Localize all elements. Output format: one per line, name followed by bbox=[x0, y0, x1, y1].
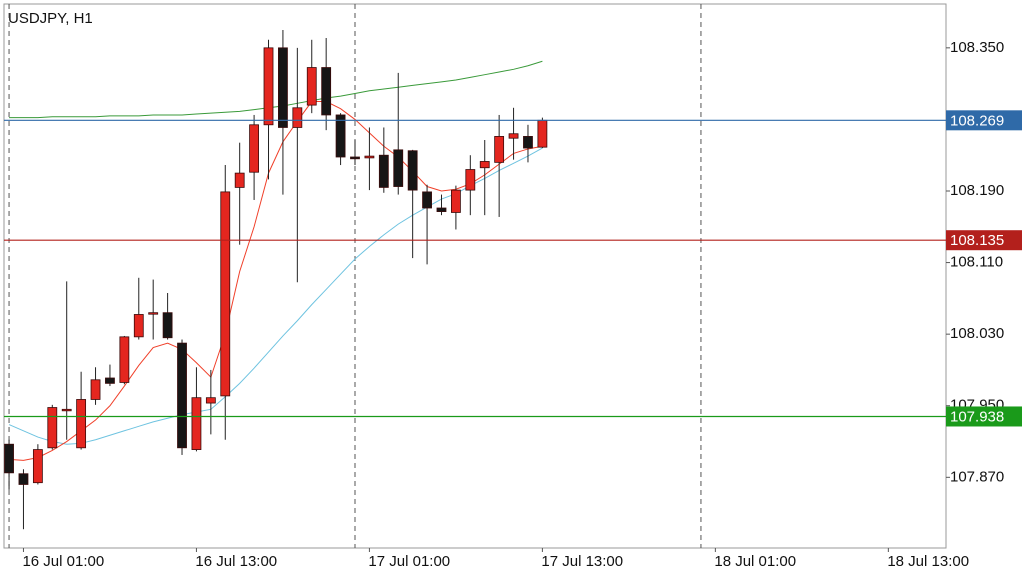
candle-body bbox=[465, 169, 476, 191]
x-tick-label: 17 Jul 13:00 bbox=[541, 553, 623, 570]
y-tick-label: 108.350 bbox=[950, 39, 1004, 56]
y-tick-label: 107.870 bbox=[950, 468, 1004, 485]
price-level-tag bbox=[946, 406, 1022, 427]
candle-body bbox=[523, 136, 533, 149]
candle-body bbox=[537, 119, 548, 148]
candle-body bbox=[191, 397, 202, 450]
candle-body bbox=[335, 114, 346, 158]
y-tick-label: 108.190 bbox=[950, 182, 1004, 199]
candle-body bbox=[234, 172, 245, 188]
candle-body bbox=[479, 161, 490, 169]
candle-body bbox=[436, 207, 447, 212]
candle-body bbox=[278, 47, 288, 128]
candle-body bbox=[205, 397, 216, 404]
price-level-label: 108.269 bbox=[950, 112, 1004, 129]
candle-body bbox=[508, 133, 519, 139]
x-tick-label: 18 Jul 13:00 bbox=[887, 553, 969, 570]
candle-body bbox=[32, 449, 43, 484]
x-tick-label: 17 Jul 01:00 bbox=[368, 553, 450, 570]
candle-body bbox=[47, 407, 58, 449]
candle-body bbox=[494, 136, 505, 163]
price-level-tag bbox=[946, 230, 1022, 251]
x-tick-label: 16 Jul 01:00 bbox=[22, 553, 104, 570]
candle-body bbox=[321, 67, 332, 116]
x-tick-label: 18 Jul 01:00 bbox=[714, 553, 796, 570]
chart-title: USDJPY, H1 bbox=[8, 10, 93, 27]
price-level-tag bbox=[946, 110, 1022, 131]
candle-body bbox=[364, 155, 375, 159]
candle-body bbox=[133, 314, 144, 338]
candle-body bbox=[422, 191, 432, 209]
y-tick-label: 108.030 bbox=[950, 325, 1004, 342]
candle-body bbox=[407, 150, 418, 191]
candle-body bbox=[378, 154, 389, 188]
price-level-label: 108.135 bbox=[950, 232, 1004, 249]
candle-body bbox=[162, 312, 173, 339]
candle-body bbox=[220, 191, 231, 397]
candle-body bbox=[249, 124, 259, 173]
candle-body bbox=[350, 156, 360, 160]
candle-body bbox=[105, 377, 115, 384]
candle-body bbox=[90, 379, 101, 400]
candle-body bbox=[393, 149, 404, 187]
candle-body bbox=[76, 399, 87, 449]
price-level-label: 107.938 bbox=[950, 408, 1004, 425]
candle-body bbox=[61, 408, 72, 412]
plot-frame bbox=[3, 3, 947, 549]
candle-body bbox=[119, 336, 130, 383]
candle-body bbox=[451, 189, 461, 213]
candle-body bbox=[177, 342, 187, 449]
candle-body bbox=[263, 47, 274, 126]
candle-body bbox=[306, 67, 317, 106]
candle-body bbox=[4, 443, 14, 474]
x-tick-label: 16 Jul 13:00 bbox=[195, 553, 277, 570]
moving-average bbox=[9, 101, 543, 461]
candle-body bbox=[18, 473, 29, 485]
moving-average bbox=[9, 60, 543, 119]
candle-body bbox=[292, 107, 303, 128]
y-tick-label: 108.110 bbox=[950, 254, 1003, 271]
candle-body bbox=[148, 312, 159, 315]
